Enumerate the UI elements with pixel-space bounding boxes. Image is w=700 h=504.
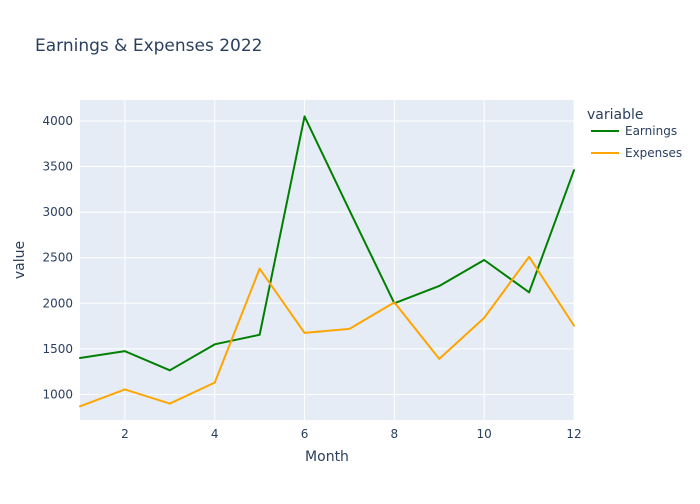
x-tick-label: 4 xyxy=(211,427,219,441)
y-axis-label: value xyxy=(12,241,28,279)
x-tick-label: 12 xyxy=(566,427,581,441)
y-tick-label: 4000 xyxy=(42,114,73,128)
y-tick-label: 3500 xyxy=(42,160,73,174)
plot-area xyxy=(80,100,574,420)
y-tick-label: 1000 xyxy=(42,387,73,401)
y-tick-label: 1500 xyxy=(42,342,73,356)
series-layer xyxy=(79,115,575,408)
x-tick-labels: 2 4 6 8 10 12 xyxy=(121,427,582,441)
legend-items: Earnings Expenses xyxy=(591,124,682,160)
legend-label-expenses: Expenses xyxy=(625,146,682,160)
x-tick-label: 2 xyxy=(121,427,129,441)
y-tick-label: 2000 xyxy=(42,296,73,310)
x-tick-label: 6 xyxy=(301,427,309,441)
x-tick-label: 8 xyxy=(391,427,399,441)
legend-title: variable xyxy=(587,107,643,123)
series-line-expenses xyxy=(79,255,575,408)
legend: variable Earnings Expenses xyxy=(587,107,682,160)
series-line-earnings xyxy=(79,115,575,372)
y-tick-label: 2500 xyxy=(42,251,73,265)
y-tick-label: 3000 xyxy=(42,205,73,219)
legend-label-earnings: Earnings xyxy=(625,124,677,138)
y-tick-labels: 1000 1500 2000 2500 3000 3500 4000 xyxy=(42,114,73,402)
chart-title: Earnings & Expenses 2022 xyxy=(35,36,263,56)
x-axis-label: Month xyxy=(305,449,349,465)
x-tick-label: 10 xyxy=(477,427,492,441)
